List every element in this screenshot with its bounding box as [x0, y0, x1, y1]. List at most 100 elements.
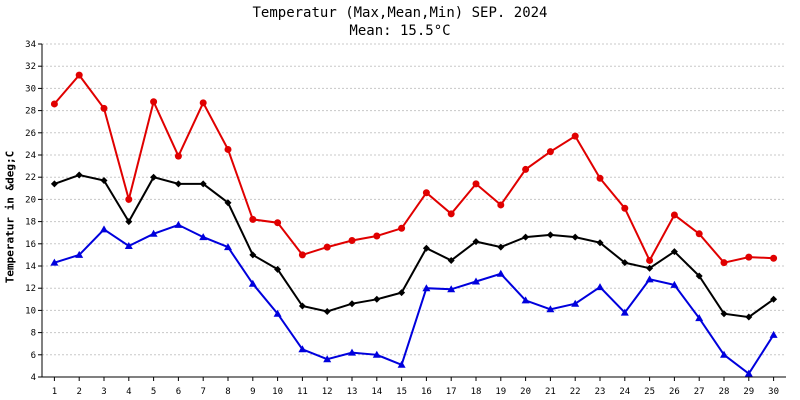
x-tick-label: 20 [520, 387, 531, 397]
data-point-max [422, 189, 430, 197]
data-point-min [100, 225, 108, 233]
data-point-min [571, 299, 580, 307]
data-point-mean [546, 231, 554, 239]
data-point-mean [373, 295, 381, 303]
data-point-mean [100, 177, 108, 185]
data-point-min [496, 269, 505, 277]
data-point-max [596, 174, 604, 182]
data-point-min [323, 355, 332, 363]
data-point-max [75, 71, 83, 79]
data-point-max [249, 215, 257, 223]
data-point-mean [646, 264, 654, 272]
x-tick-label: 28 [719, 387, 730, 397]
y-tick-label: 6 [31, 351, 36, 361]
data-point-min [422, 284, 431, 292]
x-tick-label: 14 [371, 387, 382, 397]
data-point-mean [596, 239, 604, 247]
chart-subtitle: Mean: 15.5°C [349, 23, 451, 39]
data-point-mean [522, 233, 530, 241]
data-point-mean [125, 218, 133, 226]
data-point-mean [472, 238, 480, 246]
x-tick-label: 23 [595, 387, 606, 397]
x-tick-label: 9 [250, 387, 255, 397]
x-tick-label: 21 [545, 387, 556, 397]
data-point-mean [298, 302, 306, 310]
x-tick-label: 1 [52, 387, 57, 397]
chart-title: Temperatur (Max,Mean,Min) SEP. 2024 [252, 5, 548, 21]
data-point-min [695, 314, 704, 322]
data-point-mean [224, 199, 232, 207]
data-point-max [174, 152, 182, 160]
data-point-max [720, 259, 728, 267]
data-point-min [596, 283, 604, 291]
data-point-min [472, 277, 480, 285]
data-point-max [100, 104, 108, 112]
data-point-max [348, 236, 356, 244]
data-point-mean [720, 310, 728, 318]
data-point-mean [348, 300, 356, 308]
y-tick-label: 4 [31, 373, 36, 383]
data-point-min [670, 280, 679, 288]
data-point-mean [571, 233, 579, 241]
data-point-min [744, 369, 753, 377]
data-point-mean [770, 295, 778, 303]
data-point-min [769, 330, 778, 338]
data-point-max [125, 195, 133, 203]
data-point-min [720, 350, 728, 358]
data-point-max [472, 180, 480, 188]
x-tick-label: 13 [347, 387, 358, 397]
data-point-max [199, 99, 207, 107]
x-tick-label: 3 [101, 387, 106, 397]
data-point-mean [150, 173, 158, 181]
x-tick-label: 17 [446, 387, 457, 397]
data-point-mean [199, 180, 207, 188]
data-point-mean [745, 313, 753, 321]
data-point-max [646, 256, 654, 264]
x-tick-label: 6 [176, 387, 181, 397]
y-tick-label: 12 [25, 284, 36, 294]
x-tick-label: 18 [471, 387, 482, 397]
data-point-max [571, 132, 579, 140]
data-point-max [50, 100, 58, 108]
data-point-min [199, 233, 208, 241]
data-point-mean [398, 289, 406, 297]
x-tick-label: 2 [76, 387, 81, 397]
data-point-mean [50, 180, 58, 188]
data-point-max [373, 232, 381, 240]
x-tick-label: 16 [421, 387, 432, 397]
data-point-min [372, 350, 381, 358]
data-point-min [397, 360, 406, 368]
y-tick-label: 16 [25, 240, 36, 250]
data-point-max [298, 251, 306, 259]
data-point-max [398, 224, 406, 232]
series-line-max [53, 73, 774, 264]
data-point-max [447, 210, 455, 218]
data-point-min [50, 258, 59, 266]
y-tick-label: 10 [25, 306, 36, 316]
x-tick-label: 4 [126, 387, 131, 397]
data-point-max [546, 148, 554, 156]
y-tick-label: 30 [25, 84, 36, 94]
data-point-mean [249, 251, 257, 259]
y-tick-label: 24 [25, 151, 36, 161]
y-tick-label: 22 [25, 173, 36, 183]
x-tick-label: 12 [322, 387, 333, 397]
data-point-max [274, 219, 282, 227]
series-line-mean [54, 173, 775, 319]
data-point-mean [497, 243, 505, 251]
data-point-mean [670, 248, 678, 256]
data-point-mean [695, 272, 703, 280]
data-point-mean [75, 171, 83, 179]
data-point-max [621, 204, 629, 212]
x-tick-label: 25 [644, 387, 655, 397]
x-tick-label: 26 [669, 387, 680, 397]
x-tick-label: 27 [694, 387, 705, 397]
data-point-min [546, 305, 555, 313]
data-point-min [224, 243, 232, 251]
data-point-min [248, 279, 257, 287]
data-point-mean [174, 180, 182, 188]
data-point-min [645, 275, 654, 283]
data-point-min [124, 242, 133, 250]
